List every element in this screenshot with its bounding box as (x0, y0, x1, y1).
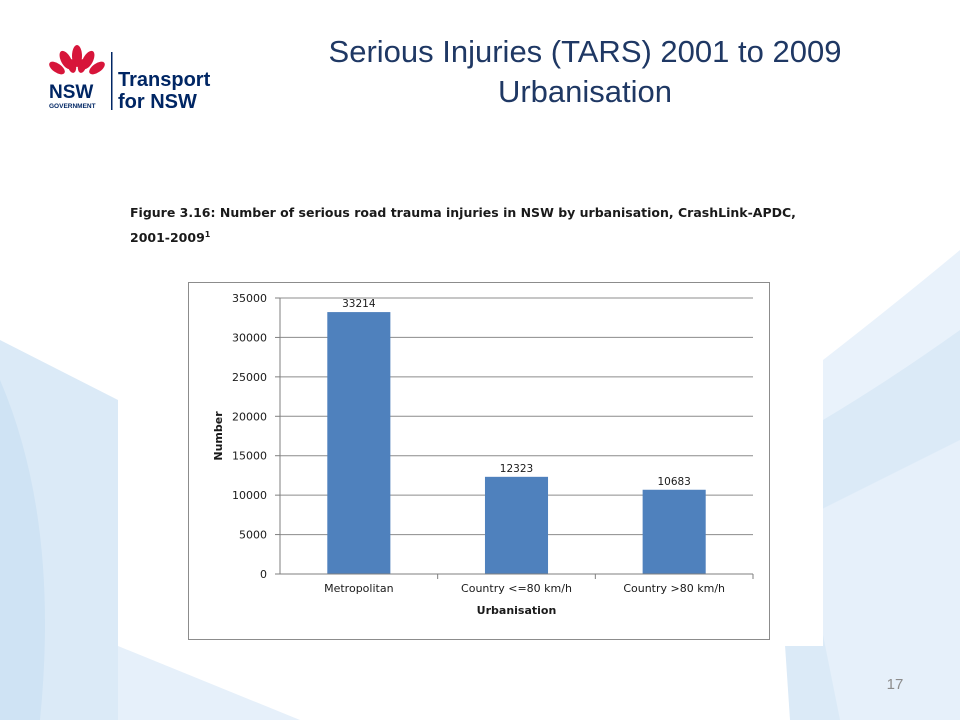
y-tick-label: 10000 (232, 489, 267, 502)
logo-name-line2: for NSW (118, 91, 197, 113)
figure-caption-line2-wrap: 2001-20091 (130, 224, 850, 249)
waratah-icon (49, 45, 105, 75)
logo-divider (111, 52, 113, 110)
y-tick-label: 5000 (239, 529, 267, 542)
deco-shape-5 (118, 646, 300, 720)
bar-data-label: 33214 (342, 298, 376, 310)
page-number: 17 (886, 676, 904, 693)
bar-data-label: 12323 (500, 463, 533, 475)
deco-shape-2 (0, 380, 45, 720)
figure-caption-line2: 2001-2009 (130, 230, 205, 246)
figure-caption: Figure 3.16: Number of serious road trau… (130, 202, 850, 249)
logo-government-text: GOVERNMENT (49, 103, 96, 110)
bar (642, 489, 706, 574)
y-tick-label: 35000 (232, 292, 267, 305)
y-tick-label: 0 (260, 568, 267, 581)
bar-data-label: 10683 (657, 476, 690, 488)
x-tick-label: Country >80 km/h (623, 582, 725, 595)
slide-title: Serious Injuries (TARS) 2001 to 2009 Urb… (240, 32, 930, 112)
y-axis-title: Number (212, 411, 225, 461)
x-tick-labels: Metropolitan Country <=80 km/h Country >80… (324, 574, 754, 595)
slide-title-line2: Urbanisation (497, 74, 673, 109)
bars (327, 312, 706, 574)
x-axis-title: Urbanisation (477, 604, 557, 617)
x-tick-label: Country <=80 km/h (461, 582, 572, 595)
transport-nsw-logo: NSW GOVERNMENT Transport for NSW (49, 45, 211, 113)
bar-chart: 0 5000 10000 15000 20000 25000 30000 35000 3321… (188, 282, 770, 640)
x-tick-label: Metropolitan (324, 582, 393, 595)
y-tick-label: 25000 (232, 371, 267, 384)
slide-title-line1: Serious Injuries (TARS) 2001 to 2009 (328, 34, 842, 69)
y-tick-label: 30000 (232, 331, 267, 344)
y-tick-label: 20000 (232, 410, 267, 423)
figure-caption-line1: Figure 3.16: Number of serious road trau… (130, 205, 796, 220)
deco-shape-4 (800, 440, 960, 720)
logo-name-line1: Transport (118, 69, 211, 91)
bar-data-labels: 33214 12323 10683 (342, 298, 691, 488)
deco-shape-6 (823, 250, 960, 420)
bar (484, 476, 549, 574)
y-tick-labels: 0 5000 10000 15000 20000 25000 30000 35000 (232, 292, 267, 581)
logo-nsw-wordmark: NSW (49, 82, 93, 103)
figure-caption-footnote: 1 (204, 230, 211, 239)
chart-frame (188, 282, 770, 640)
bar (327, 312, 391, 574)
y-tick-label: 15000 (232, 450, 267, 463)
